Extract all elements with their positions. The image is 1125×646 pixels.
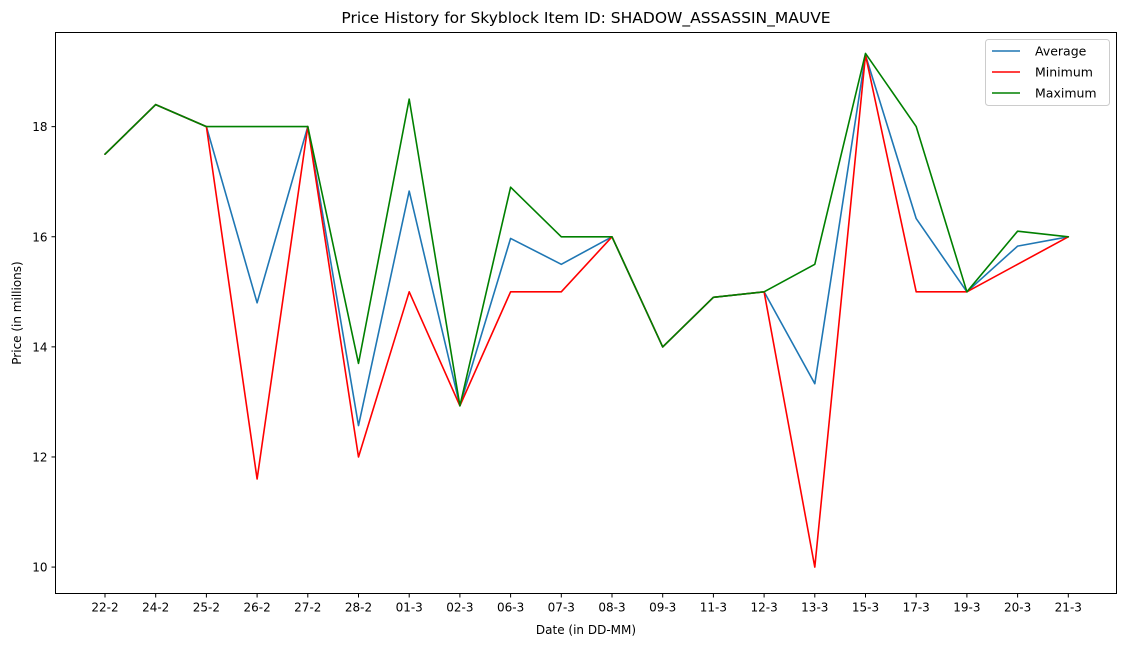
x-tick-label: 11-3 xyxy=(700,601,727,615)
y-tick-label: 14 xyxy=(32,340,47,354)
axis-layer: 22-2 24-2 25-2 26-2 27-2 28-2 01-3 02-3 06-3 07-3… xyxy=(32,120,1082,614)
legend: Average Minimum Maximum xyxy=(985,39,1110,106)
x-tick-label: 17-3 xyxy=(903,601,930,615)
x-tick-label: 01-3 xyxy=(396,601,423,615)
x-tick-label: 06-3 xyxy=(497,601,524,615)
x-tick-label: 02-3 xyxy=(446,601,473,615)
x-tick-label: 27-2 xyxy=(294,601,321,615)
x-tick-label: 25-2 xyxy=(193,601,220,615)
series-layer xyxy=(104,52,1070,568)
x-tick-label: 22-2 xyxy=(91,601,118,615)
x-tick-label: 09-3 xyxy=(649,601,676,615)
legend-label-average: Average xyxy=(1035,44,1087,59)
x-tick-label: 26-2 xyxy=(243,601,270,615)
x-tick-label: 19-3 xyxy=(953,601,980,615)
x-axis-title: Date (in DD-MM) xyxy=(536,623,636,637)
plot-frame xyxy=(55,32,1117,594)
y-tick-label: 18 xyxy=(32,120,47,134)
series-line-maximum xyxy=(104,52,1070,407)
x-tick-label: 08-3 xyxy=(598,601,625,615)
y-axis-title: Price (in millions) xyxy=(10,261,24,364)
y-tick-label: 12 xyxy=(32,450,47,464)
x-tick-label: 13-3 xyxy=(801,601,828,615)
x-tick-label: 24-2 xyxy=(142,601,169,615)
legend-label-minimum: Minimum xyxy=(1035,65,1093,80)
legend-box xyxy=(985,39,1110,106)
x-tick-label: 28-2 xyxy=(345,601,372,615)
legend-label-maximum: Maximum xyxy=(1035,86,1097,101)
chart-title: Price History for Skyblock Item ID: SHAD… xyxy=(341,9,830,28)
x-tick-label: 12-3 xyxy=(750,601,777,615)
x-tick-label: 20-3 xyxy=(1004,601,1031,615)
y-tick-label: 10 xyxy=(32,561,47,575)
y-tick-label: 16 xyxy=(32,230,47,244)
x-tick-label: 21-3 xyxy=(1055,601,1082,615)
series-line-minimum xyxy=(104,54,1070,568)
series-line-average xyxy=(104,54,1070,427)
x-tick-label: 15-3 xyxy=(852,601,879,615)
x-tick-label: 07-3 xyxy=(548,601,575,615)
